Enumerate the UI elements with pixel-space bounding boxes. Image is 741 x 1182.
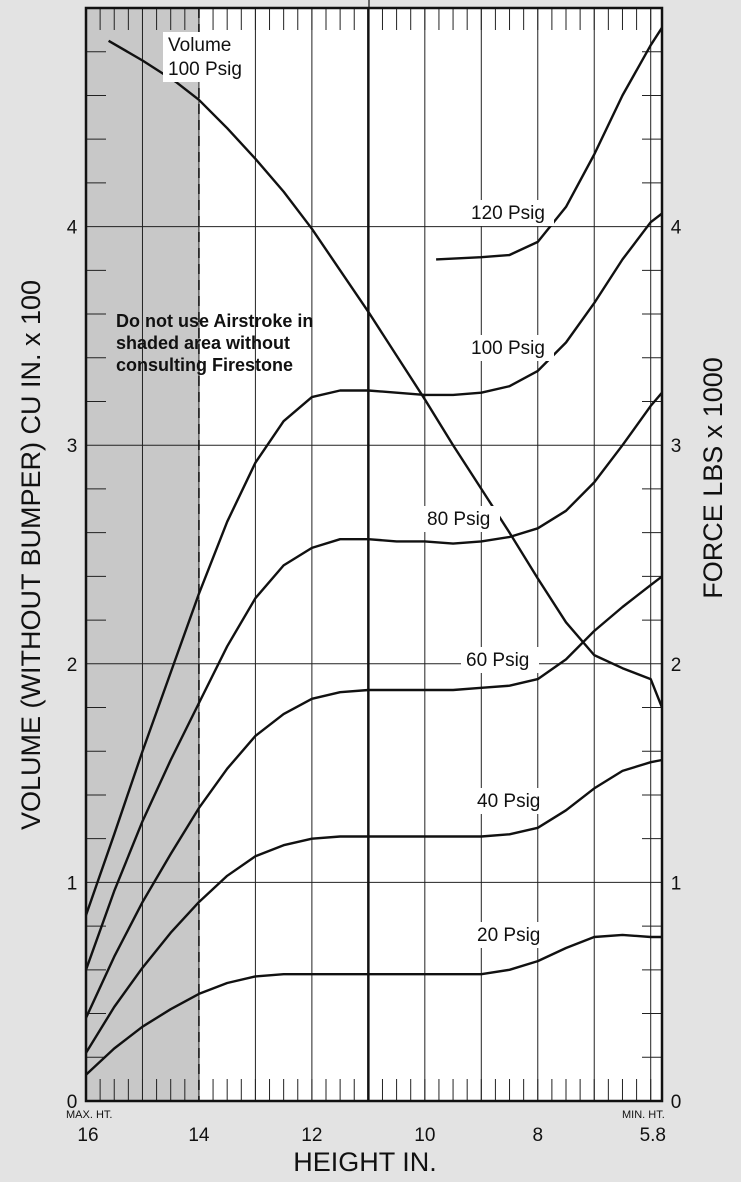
series-line-5 — [84, 758, 663, 1054]
series-line-2 — [84, 212, 663, 916]
y-left-tick-labels: 0 1 2 3 4 — [67, 218, 78, 1113]
label-bg-80 — [422, 506, 500, 532]
note-line-1: Do not use Airstroke in — [116, 311, 313, 331]
x-tick-label: 10 — [414, 1125, 435, 1146]
label-bg-60 — [461, 647, 539, 673]
x-tick-labels: 16 14 12 10 8 5.8 — [77, 1125, 666, 1146]
x-tick-label: 12 — [301, 1125, 322, 1146]
series-line-0 — [107, 39, 664, 708]
x-axis-title: HEIGHT IN. — [293, 1147, 437, 1177]
series-line-1 — [436, 27, 664, 261]
series-line-3 — [84, 391, 663, 971]
x-tick-label: 5.8 — [640, 1125, 666, 1146]
series-label-40-psig: 40 Psig — [477, 791, 540, 812]
y-left-tick-label: 1 — [67, 873, 78, 894]
y-right-tick-label: 1 — [671, 873, 682, 894]
x-end-label-right: MIN. HT. — [622, 1109, 665, 1121]
x-tick-label: 8 — [532, 1125, 543, 1146]
series-label-60-psig: 60 Psig — [466, 650, 529, 671]
series-line-4 — [84, 575, 663, 1019]
x-tick-label: 14 — [188, 1125, 210, 1146]
series-lines — [84, 27, 664, 1076]
volume-label-line-2: 100 Psig — [168, 59, 242, 80]
note-line-2: shaded area without — [116, 333, 290, 353]
y-right-tick-label: 4 — [671, 218, 682, 239]
series-label-20-psig: 20 Psig — [477, 925, 540, 946]
y-left-tick-label: 3 — [67, 436, 78, 457]
y-left-tick-label: 4 — [67, 218, 78, 239]
note-line-3: consulting Firestone — [116, 355, 293, 375]
label-bg-40 — [472, 788, 552, 814]
series-label-120-psig: 120 Psig — [471, 203, 545, 224]
y-right-tick-labels: 0 1 2 3 4 — [671, 218, 682, 1113]
y-right-tick-label: 3 — [671, 436, 682, 457]
y-right-tick-label: 2 — [671, 655, 682, 676]
y-right-tick-label: 0 — [671, 1092, 682, 1113]
label-bg-20 — [472, 922, 552, 948]
tick-marks — [86, 8, 662, 1101]
x-tick-label: 16 — [77, 1125, 98, 1146]
label-bg-120 — [466, 200, 554, 226]
series-label-100-psig: 100 Psig — [471, 338, 545, 359]
y-axis-title-right: FORCE LBS x 1000 — [698, 357, 728, 599]
label-bg-volume — [163, 32, 249, 82]
series-label-80-psig: 80 Psig — [427, 509, 490, 530]
plot-frame — [84, 6, 664, 1103]
y-left-tick-label: 0 — [67, 1092, 78, 1113]
label-bg-100 — [466, 335, 554, 361]
y-left-tick-label: 2 — [67, 655, 78, 676]
y-axis-title-left: VOLUME (WITHOUT BUMPER) CU IN. x 100 — [16, 280, 46, 830]
series-line-6 — [85, 933, 662, 1076]
x-end-label-left: MAX. HT. — [66, 1109, 112, 1121]
volume-label-line-1: Volume — [168, 35, 231, 56]
